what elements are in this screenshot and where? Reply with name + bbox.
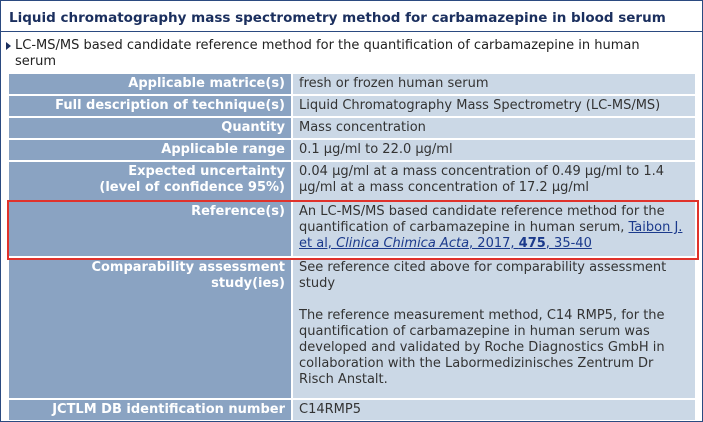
title: Liquid chromatography mass spectrometry … xyxy=(9,10,666,26)
value: C14RMP5 xyxy=(299,402,361,417)
label: Full description of technique(s) xyxy=(55,98,285,113)
value-cell: fresh or frozen human serum xyxy=(293,74,695,94)
citation-link[interactable]: Taibon J. et al, Clinica Chimica Acta, 2… xyxy=(299,220,682,251)
label: Expected uncertainty xyxy=(128,164,285,179)
value: An LC-MS/MS based candidate reference me… xyxy=(299,204,665,235)
value-cell: C14RMP5 xyxy=(293,400,695,420)
label: (level of confidence 95%) xyxy=(99,180,285,195)
label: Applicable matrice(s) xyxy=(128,76,285,91)
label-cell: JCTLM DB identification number xyxy=(9,400,291,420)
label-cell: Applicable range xyxy=(9,140,291,160)
value-cell: 0.04 µg/ml at a mass concentration of 0.… xyxy=(293,162,695,200)
value-cell: Mass concentration xyxy=(293,118,695,138)
value: Liquid Chromatography Mass Spectrometry … xyxy=(299,98,661,113)
value-cell: 0.1 µg/ml to 22.0 µg/ml xyxy=(293,140,695,160)
subtitle-text: LC-MS/MS based candidate reference metho… xyxy=(15,38,640,69)
row: Applicable range 0.1 µg/ml to 22.0 µg/ml xyxy=(9,140,695,160)
label: JCTLM DB identification number xyxy=(52,402,285,417)
label-cell: Applicable matrice(s) xyxy=(9,74,291,94)
row: JCTLM DB identification number C14RMP5 xyxy=(9,400,695,420)
highlight-box xyxy=(7,200,699,260)
divider xyxy=(1,31,702,32)
value-cell: An LC-MS/MS based candidate reference me… xyxy=(293,202,695,256)
subtitle: LC-MS/MS based candidate reference metho… xyxy=(6,38,655,70)
row: Quantity Mass concentration xyxy=(9,118,695,138)
label-cell: Comparability assessment study(ies) xyxy=(9,258,291,398)
method-table: Applicable matrice(s) fresh or frozen hum… xyxy=(7,72,697,422)
label-cell: Expected uncertainty (level of confidence… xyxy=(9,162,291,200)
journal: Clinica Chimica Acta xyxy=(336,236,470,251)
row: Comparability assessment study(ies) See re… xyxy=(9,258,695,398)
label-cell: Quantity xyxy=(9,118,291,138)
pages: , 35-40 xyxy=(545,236,592,251)
label: Quantity xyxy=(221,120,285,135)
value: 0.04 µg/ml at a mass concentration of 0.… xyxy=(299,164,665,195)
label: Comparability assessment xyxy=(91,260,285,275)
authors: Taibon J. et al, xyxy=(299,220,683,251)
row: Applicable matrice(s) fresh or frozen hum… xyxy=(9,74,695,94)
row: Full description of technique(s) Liquid C… xyxy=(9,96,695,116)
row: Expected uncertainty (level of confidence… xyxy=(9,162,695,200)
label: study(ies) xyxy=(211,276,285,291)
year: , 2017, xyxy=(469,236,519,251)
value: fresh or frozen human serum xyxy=(299,76,489,91)
row: Reference(s) An LC-MS/MS based candidate … xyxy=(9,202,695,256)
value: Mass concentration xyxy=(299,120,426,135)
paragraph: The reference measurement method, C14 RM… xyxy=(299,308,665,387)
bullet xyxy=(6,42,11,50)
label-cell: Full description of technique(s) xyxy=(9,96,291,116)
volume: 475 xyxy=(518,236,546,251)
label: Reference(s) xyxy=(191,204,285,219)
paragraph: See reference cited above for comparabil… xyxy=(299,260,667,291)
value-cell: Liquid Chromatography Mass Spectrometry … xyxy=(293,96,695,116)
label: Applicable range xyxy=(161,142,285,157)
value-cell: See reference cited above for comparabil… xyxy=(293,258,695,398)
label-cell: Reference(s) xyxy=(9,202,291,256)
value: 0.1 µg/ml to 22.0 µg/ml xyxy=(299,142,453,157)
